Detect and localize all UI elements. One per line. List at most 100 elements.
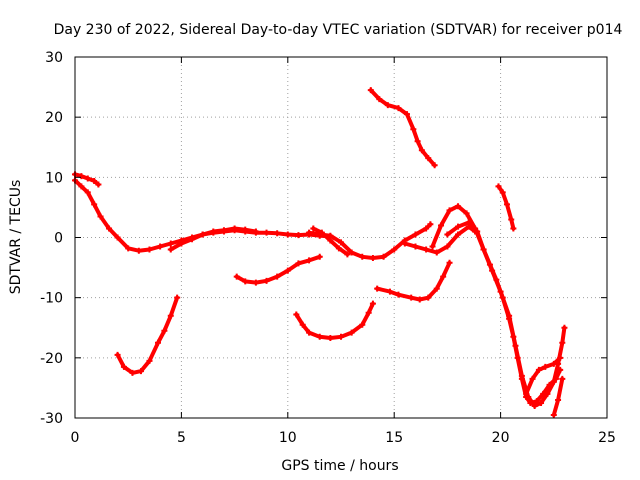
data-point <box>114 351 121 358</box>
data-point <box>518 372 525 379</box>
data-point <box>167 312 174 319</box>
data-point <box>386 288 393 295</box>
data-point <box>178 240 185 247</box>
chart-title: Day 230 of 2022, Sidereal Day-to-day VTE… <box>54 22 623 38</box>
data-point <box>391 246 398 253</box>
data-point <box>114 234 121 241</box>
data-point <box>242 226 249 233</box>
data-point <box>542 363 549 370</box>
data-point <box>220 227 227 234</box>
data-point <box>78 183 85 190</box>
data-point <box>503 201 510 208</box>
data-point <box>410 126 417 133</box>
y-tick-label: 10 <box>45 170 63 186</box>
data-point <box>295 232 302 239</box>
data-point <box>425 294 432 301</box>
y-tick-label: 0 <box>54 231 63 247</box>
x-tick-label: 10 <box>279 430 297 446</box>
data-point <box>359 321 366 328</box>
data-point <box>306 229 313 236</box>
grid <box>75 57 607 418</box>
data-point <box>146 246 153 253</box>
data-point <box>137 368 144 375</box>
x-tick-label: 20 <box>492 430 510 446</box>
series-arc-9 <box>368 88 437 168</box>
data-point <box>129 369 136 376</box>
data-point <box>455 203 462 210</box>
data-point <box>412 231 419 238</box>
data-point <box>550 378 557 385</box>
data-point <box>161 327 168 334</box>
data-point <box>508 216 515 223</box>
data-point <box>157 243 164 250</box>
data-point <box>146 357 153 364</box>
x-tick-label: 15 <box>385 430 403 446</box>
data-point <box>495 183 502 190</box>
data-point <box>433 249 440 256</box>
data-point <box>369 254 376 261</box>
series-arc-2 <box>73 178 333 253</box>
data-point <box>284 231 291 238</box>
data-point <box>550 360 557 367</box>
data-point <box>384 102 391 109</box>
data-point <box>327 237 334 244</box>
data-point <box>455 223 462 230</box>
data-point <box>510 225 517 232</box>
y-tick-label: -30 <box>40 411 63 427</box>
x-tick-label: 25 <box>598 430 616 446</box>
data-point <box>84 189 91 196</box>
data-point <box>418 147 425 154</box>
data-point <box>529 375 536 382</box>
data-point <box>263 277 270 284</box>
data-point <box>306 329 313 336</box>
data-point <box>295 260 302 267</box>
data-point <box>499 189 506 196</box>
data-point <box>423 225 430 232</box>
y-tick-label: -10 <box>40 291 63 307</box>
x-tick-label: 0 <box>71 430 80 446</box>
data-point <box>408 294 415 301</box>
data-point <box>412 243 419 250</box>
data-point <box>506 312 513 319</box>
data-point <box>167 240 174 247</box>
data-point <box>561 324 568 331</box>
data-point <box>427 221 434 228</box>
series-arc-7 <box>307 222 433 260</box>
data-point <box>512 342 519 349</box>
data-point <box>106 225 113 232</box>
data-point <box>557 354 564 361</box>
data-point <box>423 246 430 253</box>
data-point <box>559 339 566 346</box>
data-point <box>154 339 161 346</box>
axis-ticks: 0 5 10 15 20 25 -30 -20 -10 0 10 20 30 <box>40 50 616 446</box>
data-point <box>416 296 423 303</box>
data-point <box>167 246 174 253</box>
data-point <box>440 273 447 280</box>
data-point <box>78 173 85 180</box>
data-point <box>210 228 217 235</box>
data-point <box>284 267 291 274</box>
y-tick-label: 30 <box>45 50 63 66</box>
data-series <box>72 87 568 418</box>
data-point <box>559 375 566 382</box>
series-arc-6 <box>294 301 375 340</box>
data-point <box>135 247 142 254</box>
data-point <box>376 96 383 103</box>
data-point <box>446 259 453 266</box>
data-point <box>444 231 451 238</box>
data-point <box>348 329 355 336</box>
data-point <box>438 222 445 229</box>
data-point <box>380 253 387 260</box>
data-point <box>395 291 402 298</box>
data-point <box>555 396 562 403</box>
data-point <box>474 228 481 235</box>
data-point <box>465 219 472 226</box>
data-point <box>263 229 270 236</box>
data-point <box>433 285 440 292</box>
data-point <box>544 390 551 397</box>
data-point <box>425 155 432 162</box>
data-point <box>299 321 306 328</box>
data-point <box>369 300 376 307</box>
data-point <box>431 162 438 169</box>
